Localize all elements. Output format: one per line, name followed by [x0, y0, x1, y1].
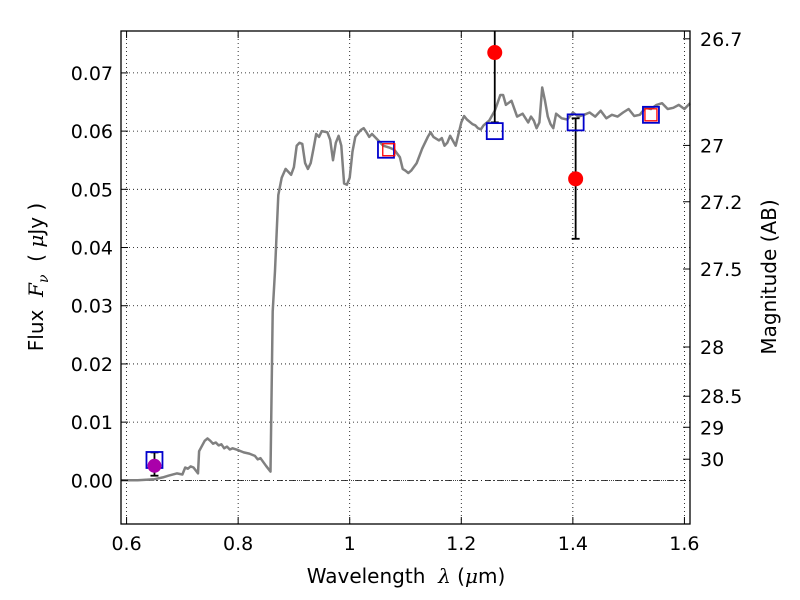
magnitude-tick-label: 27.2	[700, 192, 742, 214]
y-tick-label: 0.03	[71, 296, 113, 318]
x-axis-label: Wavelength λ (μm)	[307, 564, 506, 588]
observed-photometry-point	[487, 45, 503, 61]
y-tick-label: 0.04	[71, 238, 113, 260]
plot-border	[120, 30, 691, 525]
model-photometry-square	[566, 113, 585, 132]
plot-frame	[120, 30, 691, 525]
x-tick-label: 0.8	[223, 533, 253, 555]
y-tick-label: 0.00	[71, 470, 113, 492]
y-tick-label: 0.01	[71, 412, 113, 434]
y-tick-label: 0.05	[71, 179, 113, 201]
model-spectrum	[121, 86, 691, 482]
y-tick-label: 0.02	[71, 354, 113, 376]
x-tick-label: 1	[344, 533, 356, 555]
photometry-point-purple	[147, 458, 162, 473]
y-tick-label: 0.07	[71, 63, 113, 85]
model-photometry-square	[377, 140, 395, 159]
magnitude-tick-label: 27.5	[700, 259, 742, 281]
magnitude-tick-label: 29	[700, 417, 724, 439]
x-tick-label: 0.6	[111, 533, 141, 555]
magnitude-tick-label: 30	[700, 449, 724, 471]
magnitude-tick-label: 26.7	[700, 29, 742, 51]
model-photometry-square-inner	[644, 108, 658, 122]
axis-ticks: 0.6 0.8 1 1.2 1.4 1.6 0.00 0.01 0.02 0.03 0.04 0.05…	[71, 29, 743, 555]
grid-lines	[121, 31, 690, 524]
model-photometry-square	[642, 105, 660, 124]
y-axis-label: Flux Fν ( μJy )	[24, 203, 52, 351]
magnitude-tick-label: 28	[700, 337, 724, 359]
x-tick-label: 1.2	[446, 533, 476, 555]
data-markers	[145, 45, 660, 473]
model-photometry-square-inner	[382, 143, 396, 157]
y2-axis-label: Magnitude (AB)	[757, 199, 781, 354]
magnitude-tick-label: 27	[700, 135, 724, 157]
magnitude-tick-label: 28.5	[700, 386, 742, 408]
model-photometry-square	[485, 122, 504, 141]
model-spectrum-line	[121, 86, 691, 482]
x-tick-label: 1.4	[558, 533, 588, 555]
x-tick-label: 1.6	[669, 533, 699, 555]
y-tick-label: 0.06	[71, 121, 113, 143]
observed-photometry-point	[568, 171, 584, 187]
